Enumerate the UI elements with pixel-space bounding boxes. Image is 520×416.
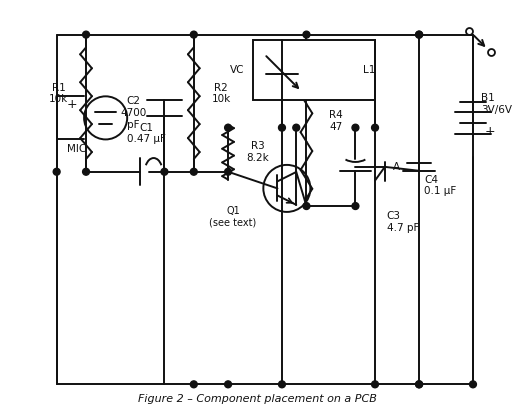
Circle shape [279, 124, 285, 131]
Text: Q1
(see text): Q1 (see text) [210, 206, 256, 228]
Text: VC: VC [230, 65, 245, 75]
Circle shape [303, 31, 310, 38]
Circle shape [225, 381, 231, 388]
Circle shape [190, 168, 197, 175]
Text: C3
4.7 pF: C3 4.7 pF [387, 211, 419, 233]
Circle shape [190, 31, 197, 38]
Circle shape [352, 203, 359, 210]
Circle shape [293, 124, 300, 131]
Circle shape [83, 168, 89, 175]
Circle shape [225, 124, 231, 131]
Circle shape [225, 168, 231, 175]
Text: MIC: MIC [67, 144, 86, 154]
Circle shape [53, 168, 60, 175]
Text: Figure 2 – Component placement on a PCB: Figure 2 – Component placement on a PCB [138, 394, 377, 404]
Text: +: + [67, 98, 77, 111]
Text: C1
0.47 μF: C1 0.47 μF [127, 123, 166, 144]
Circle shape [303, 203, 310, 210]
Circle shape [352, 124, 359, 131]
Text: R1
10k: R1 10k [49, 83, 68, 104]
Circle shape [470, 381, 476, 388]
Circle shape [372, 124, 379, 131]
Circle shape [190, 381, 197, 388]
Circle shape [415, 31, 423, 38]
Circle shape [415, 381, 423, 388]
Circle shape [372, 381, 379, 388]
Text: R2
10k: R2 10k [212, 83, 231, 104]
Circle shape [279, 381, 285, 388]
Text: +: + [485, 125, 496, 138]
Circle shape [83, 31, 89, 38]
Text: L1: L1 [363, 65, 375, 75]
FancyBboxPatch shape [253, 40, 375, 100]
Text: B1
3V/6V: B1 3V/6V [481, 93, 512, 115]
Circle shape [415, 31, 423, 38]
Text: C2
4700
pF: C2 4700 pF [120, 97, 146, 129]
Circle shape [415, 381, 423, 388]
Circle shape [161, 168, 168, 175]
Text: C4
0.1 μF: C4 0.1 μF [424, 175, 456, 196]
Text: R4
47: R4 47 [329, 110, 343, 131]
Text: A: A [393, 162, 400, 172]
Text: R3
8.2k: R3 8.2k [246, 141, 269, 163]
